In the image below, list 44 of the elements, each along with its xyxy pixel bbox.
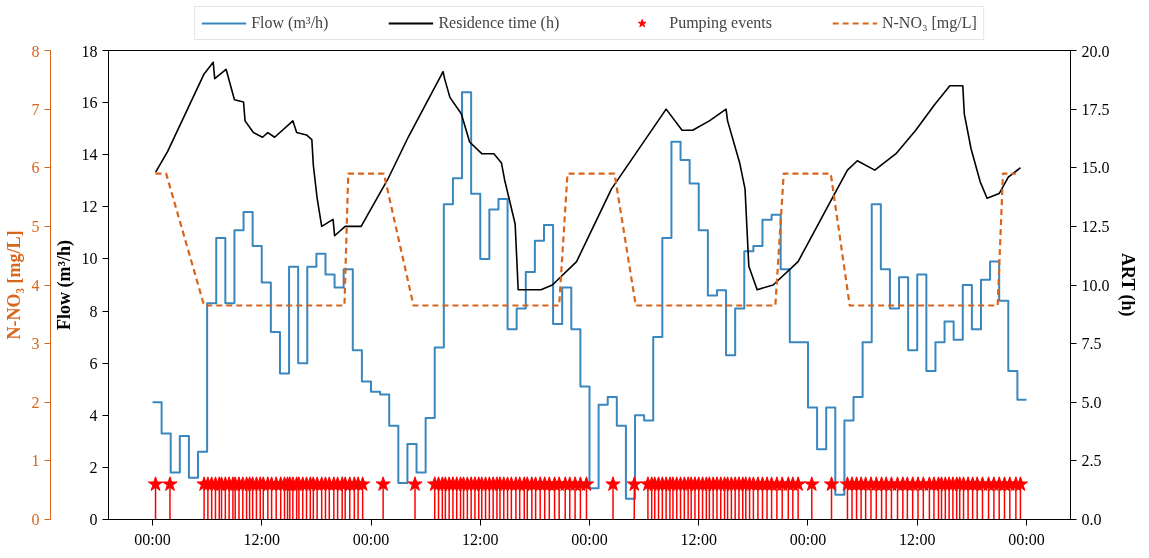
y-tick-label: 18 [81, 42, 98, 60]
x-tick-label: 12:00 [462, 530, 499, 548]
x-tick-label: 00:00 [352, 530, 390, 548]
y2-tick-label: 2.5 [1081, 452, 1102, 470]
legend-label: Residence time (h) [438, 13, 560, 32]
x-tick-label: 12:00 [899, 530, 936, 548]
y2-tick-label: 12.5 [1081, 217, 1110, 235]
y3-tick-label: 7 [31, 100, 40, 118]
legend-label: N-NO₃ [mg/L] [881, 13, 977, 32]
y3-tick-label: 6 [31, 159, 40, 177]
y2-tick-label: 0.0 [1081, 511, 1102, 528]
y-tick-label: 6 [89, 354, 98, 372]
x-tick-label: 00:00 [1008, 530, 1045, 548]
y3-tick-label: 8 [31, 42, 40, 60]
y-tick-label: 14 [81, 146, 98, 164]
legend-label: Pumping events [669, 13, 772, 32]
x-tick-label: 00:00 [571, 530, 608, 548]
y2-tick-label: 20.0 [1081, 42, 1110, 60]
x-tick-label: 00:00 [789, 530, 827, 548]
y3-tick-label: 4 [31, 276, 40, 294]
y3-tick-label: 5 [31, 217, 40, 235]
legend-label: Flow (m³/h) [251, 13, 329, 32]
y-tick-label: 4 [89, 406, 98, 424]
y2-tick-label: 10.0 [1081, 276, 1110, 294]
y-tick-label: 0 [89, 511, 98, 528]
y2-axis-title: ART (h) [1116, 253, 1138, 317]
y2-tick-label: 17.5 [1081, 100, 1110, 118]
y3-tick-label: 3 [31, 335, 40, 353]
y-tick-label: 12 [81, 198, 98, 216]
y3-tick-label: 1 [31, 452, 40, 470]
y-axis-title: Flow (m³/h) [53, 240, 75, 330]
y3-tick-label: 0 [31, 511, 40, 528]
y2-tick-label: 5.0 [1081, 393, 1102, 411]
x-tick-label: 12:00 [243, 530, 280, 548]
x-tick-label: 12:00 [680, 530, 717, 548]
y-tick-label: 16 [81, 94, 98, 112]
y-tick-label: 2 [89, 458, 98, 476]
y3-axis-title: N-NO₃ [mg/L] [3, 230, 24, 340]
y-tick-label: 10 [81, 250, 98, 268]
y2-tick-label: 7.5 [1081, 335, 1102, 353]
y-tick-label: 8 [89, 302, 98, 320]
x-tick-label: 00:00 [134, 530, 171, 548]
y2-tick-label: 15.0 [1081, 159, 1110, 177]
y3-tick-label: 2 [31, 393, 40, 411]
